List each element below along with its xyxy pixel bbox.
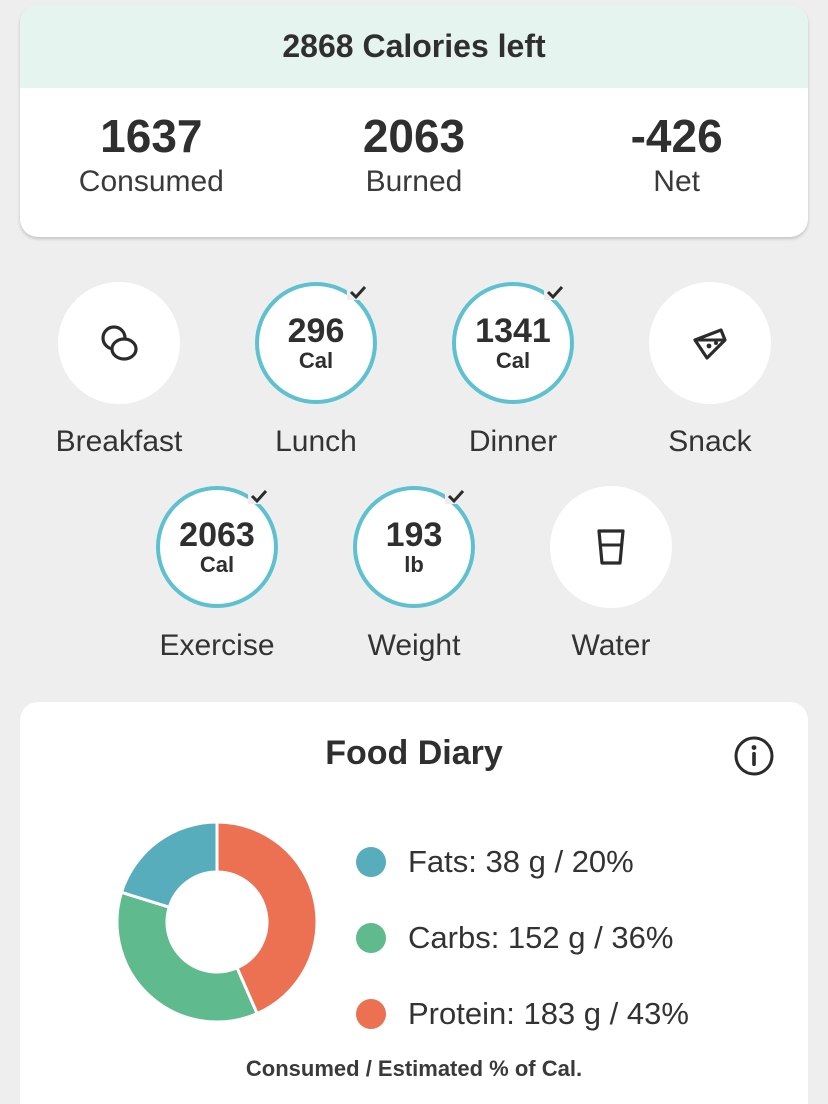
dinner-unit: Cal [495, 348, 531, 373]
stat-net: -426 Net [567, 110, 787, 202]
tile-snack[interactable]: Snack [615, 282, 805, 460]
donut-slice-fats [119, 820, 219, 910]
weight-value: 193 [385, 516, 443, 554]
tile-lunch[interactable]: 296 Cal Lunch [221, 282, 411, 460]
tile-dinner[interactable]: 1341 Cal Dinner [418, 282, 608, 460]
breakfast-label: Breakfast [55, 425, 183, 458]
food-diary-card[interactable]: Food Diary Fats: 38 g / 20% Carbs: 152 g… [20, 702, 808, 1104]
dinner-calories: 1341 [475, 312, 551, 350]
legend-item-protein: Protein: 183 g / 43% [356, 976, 689, 1052]
dinner-label: Dinner [468, 425, 558, 458]
legend-item-fats: Fats: 38 g / 20% [356, 824, 689, 900]
lunch-calories: 296 [287, 312, 345, 350]
water-button[interactable] [550, 486, 672, 608]
net-label: Net [653, 165, 700, 198]
tile-water[interactable]: Water [516, 486, 706, 664]
exercise-label: Exercise [159, 629, 275, 662]
lunch-unit: Cal [298, 348, 334, 373]
weight-label: Weight [367, 629, 461, 662]
tile-breakfast[interactable]: Breakfast [24, 282, 214, 460]
diary-footnote: Consumed / Estimated % of Cal. [245, 1056, 583, 1081]
lunch-button[interactable]: 296 Cal [255, 282, 377, 404]
weight-button[interactable]: 193 lb [353, 486, 475, 608]
burned-value: 2063 [362, 110, 466, 162]
check-icon [544, 284, 566, 300]
check-icon [347, 284, 369, 300]
breakfast-button[interactable] [58, 282, 180, 404]
food-diary-title: Food Diary [325, 734, 503, 772]
donut-slice-carbs [115, 890, 260, 1024]
exercise-button[interactable]: 2063 Cal [156, 486, 278, 608]
exercise-calories: 2063 [179, 516, 255, 554]
carbs-color-dot [356, 923, 386, 953]
info-icon[interactable] [733, 735, 775, 777]
weight-unit: lb [404, 552, 424, 577]
water-label: Water [571, 629, 651, 662]
water-glass-icon [597, 529, 625, 565]
donut-slice-protein [215, 820, 319, 1016]
stat-burned: 2063 Burned [304, 110, 524, 202]
consumed-value: 1637 [100, 110, 203, 162]
calorie-stats-row: 1637 Consumed 2063 Burned -426 Net [20, 88, 808, 202]
fats-text: Fats: 38 g / 20% [408, 844, 634, 879]
carbs-text: Carbs: 152 g / 36% [408, 920, 674, 955]
check-icon [445, 488, 467, 504]
egg-icon [101, 325, 138, 361]
snack-label: Snack [668, 425, 752, 458]
snack-icon [693, 328, 727, 360]
exercise-unit: Cal [199, 552, 235, 577]
tile-weight[interactable]: 193 lb Weight [319, 486, 509, 664]
fats-color-dot [356, 847, 386, 877]
stat-consumed: 1637 Consumed [41, 110, 261, 202]
dinner-button[interactable]: 1341 Cal [452, 282, 574, 404]
macro-donut-chart [115, 820, 319, 1024]
legend-item-carbs: Carbs: 152 g / 36% [356, 900, 689, 976]
macro-legend: Fats: 38 g / 20% Carbs: 152 g / 36% Prot… [356, 824, 689, 1052]
lunch-label: Lunch [275, 425, 357, 458]
check-icon [248, 488, 270, 504]
calorie-summary-card[interactable]: 2868 Calories left 1637 Consumed 2063 Bu… [20, 5, 808, 237]
protein-color-dot [356, 999, 386, 1029]
calories-left-header: 2868 Calories left [20, 5, 808, 88]
protein-text: Protein: 183 g / 43% [408, 996, 689, 1031]
burned-label: Burned [365, 165, 463, 198]
tile-exercise[interactable]: 2063 Cal Exercise [122, 486, 312, 664]
net-value: -426 [630, 110, 723, 162]
consumed-label: Consumed [78, 165, 224, 198]
snack-button[interactable] [649, 282, 771, 404]
